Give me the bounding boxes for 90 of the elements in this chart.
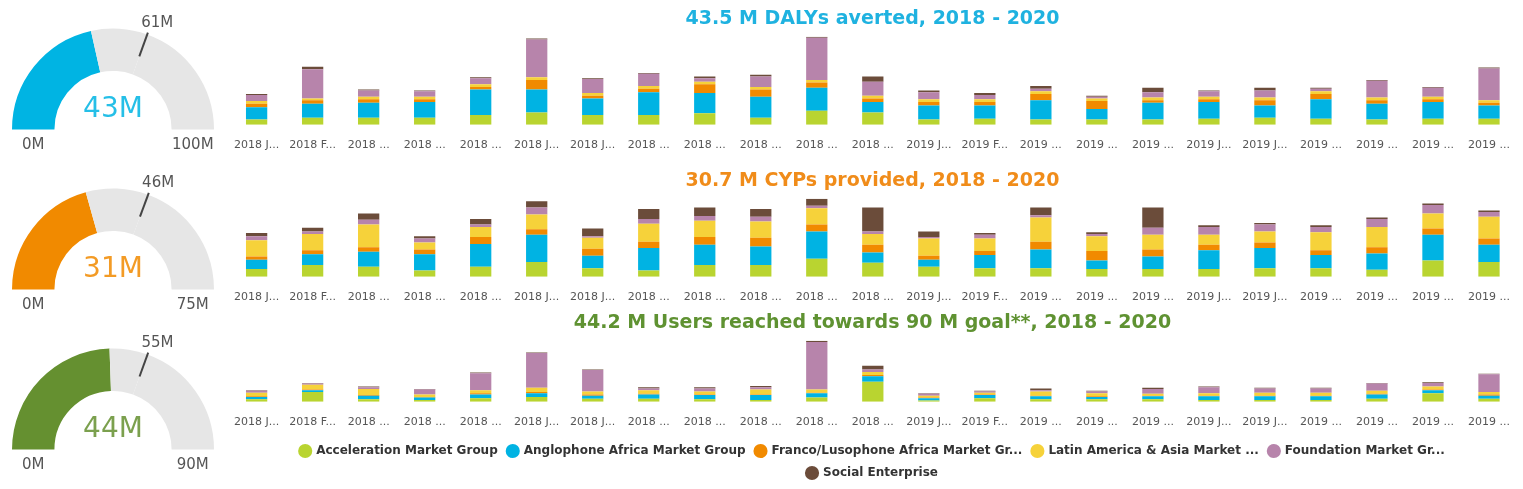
x-tick-label: 2019 ... [1411,138,1454,152]
text: 0M [21,294,45,313]
x-tick-label: 2018 ... [851,290,894,304]
text: 44M [83,410,143,444]
x-tick-label: 2019 ... [1411,290,1454,304]
x-tick-label: 2019 J... [906,415,952,429]
x-tick-label: 2019 J... [1242,290,1288,304]
text: 100M [172,134,214,153]
x-tick-label: 2018 J... [570,138,616,152]
x-tick-label: 2019 ... [1075,415,1118,429]
x-tick-label: 2018 J... [514,290,560,304]
text: 90M [176,454,209,473]
x-tick-label: 2018 ... [683,290,726,304]
x-tick-label: 2018 ... [403,415,446,429]
x-tick-label: 2019 ... [1411,415,1454,429]
x-tick-label: 2018 ... [627,415,670,429]
x-tick-label: 2018 J... [514,415,560,429]
legend-label: Franco/Lusophone Africa Market Gr... [771,443,1023,458]
x-tick-label: 2018 ... [683,415,726,429]
x-tick-label: 2019 ... [1299,290,1342,304]
legend-label: Foundation Market Gr... [1284,443,1445,458]
legend-label: Latin America & Asia Market ... [1048,443,1259,458]
chart-title: 44.2 M Users reached towards 90 M goal**, 2018 - 2020 [573,310,1172,333]
x-tick-label: 2018 ... [739,138,782,152]
x-tick-label: 2019 ... [1019,290,1062,304]
x-tick-label: 2018 ... [459,138,502,152]
x-tick-label: 2018 ... [347,290,390,304]
x-tick-label: 2019 ... [1355,138,1398,152]
x-tick-label: 2019 ... [1468,415,1510,429]
legend-label: Social Enterprise [823,465,938,480]
x-tick-label: 2018 ... [851,415,894,429]
x-tick-label: 2018 F... [289,415,336,429]
x-tick-label: 2019 ... [1468,290,1510,304]
x-tick-label: 2019 ... [1019,415,1062,429]
x-tick-label: 2018 ... [851,138,894,152]
text: 61M [141,12,174,31]
x-tick-label: 2018 F... [289,138,336,152]
x-tick-label: 2019 ... [1355,290,1398,304]
x-tick-label: 2018 J... [234,138,280,152]
legend-label: Acceleration Market Group [316,443,499,458]
x-tick-label: 2019 ... [1299,415,1342,429]
text: 0M [21,454,45,473]
x-tick-label: 2018 ... [347,138,390,152]
x-tick-label: 2018 J... [570,415,616,429]
x-tick-label: 2019 J... [1242,415,1288,429]
chart-title: 43.5 M DALYs averted, 2018 - 2020 [685,6,1060,29]
x-tick-label: 2018 ... [403,138,446,152]
x-tick-label: 2018 ... [627,138,670,152]
x-tick-label: 2018 ... [739,415,782,429]
x-tick-label: 2019 ... [1019,138,1062,152]
x-tick-label: 2018 J... [570,290,616,304]
x-tick-label: 2019 F... [961,415,1009,429]
x-tick-label: 2019 ... [1075,138,1118,152]
text: 75M [176,294,209,313]
x-tick-label: 2019 J... [906,290,952,304]
text: 46M [142,173,175,192]
x-tick-label: 2019 ... [1131,290,1174,304]
x-tick-label: 2018 J... [234,290,280,304]
x-tick-label: 2018 ... [795,138,838,152]
x-tick-label: 2018 ... [459,415,502,429]
x-tick-label: 2019 F... [961,138,1009,152]
text: 43M [83,90,143,124]
x-tick-label: 2019 J... [1242,138,1288,152]
x-tick-label: 2019 J... [1186,290,1232,304]
x-tick-label: 2019 F... [961,290,1009,304]
x-tick-label: 2019 J... [1186,138,1232,152]
x-tick-label: 2019 ... [1131,138,1174,152]
x-tick-label: 2018 J... [234,415,280,429]
x-tick-label: 2019 ... [1468,138,1510,152]
x-tick-label: 2019 ... [1355,415,1398,429]
x-tick-label: 2019 ... [1299,138,1342,152]
x-tick-label: 2018 ... [347,415,390,429]
text: 55M [141,332,174,351]
x-tick-label: 2018 ... [739,290,782,304]
x-tick-label: 2018 ... [627,290,670,304]
x-tick-label: 2018 ... [795,415,838,429]
x-tick-label: 2019 J... [906,138,952,152]
x-tick-label: 2018 F... [289,290,336,304]
chart-title: 30.7 M CYPs provided, 2018 - 2020 [685,168,1060,191]
text: 31M [83,250,143,284]
x-tick-label: 2019 J... [1186,415,1232,429]
x-tick-label: 2018 ... [459,290,502,304]
x-tick-label: 2018 ... [403,290,446,304]
legend-label: Anglophone Africa Market Group [523,443,746,458]
text: 0M [21,134,45,153]
x-tick-label: 2018 ... [683,138,726,152]
x-tick-label: 2018 ... [795,290,838,304]
x-tick-label: 2018 J... [514,138,560,152]
x-tick-label: 2019 ... [1075,290,1118,304]
x-tick-label: 2019 ... [1131,415,1174,429]
